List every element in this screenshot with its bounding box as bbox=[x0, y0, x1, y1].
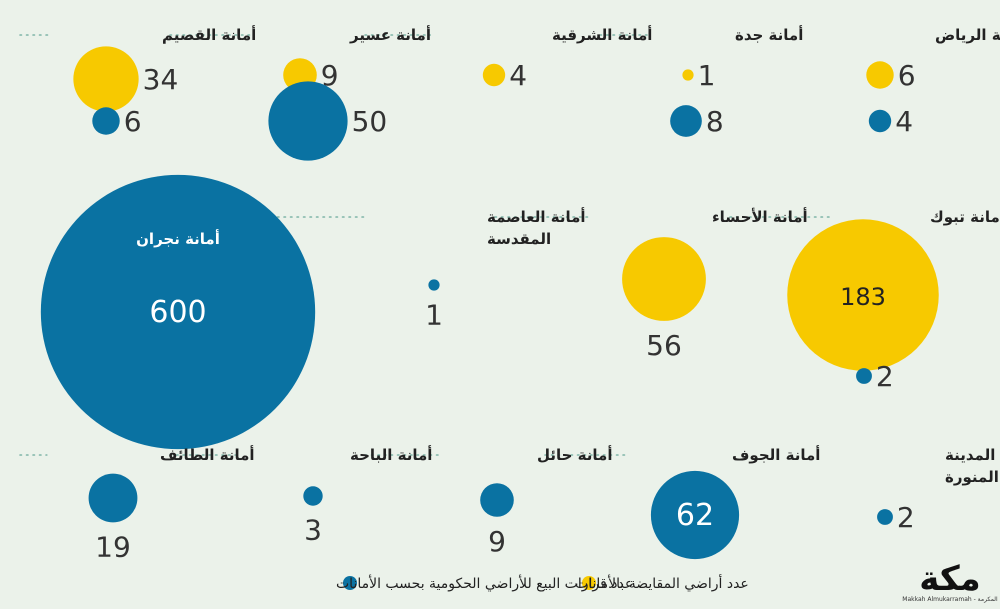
yellow-value-0: 6 bbox=[898, 59, 916, 92]
title-line: أمانة الأحساء bbox=[712, 207, 808, 226]
yellow-value-1: 1 bbox=[698, 59, 716, 92]
title-3: أمانة عسير bbox=[349, 25, 431, 44]
title-5: أمانة تبوك bbox=[930, 207, 1000, 226]
title-line: أمانة تبوك bbox=[930, 207, 1000, 226]
legend-swatch-blue bbox=[343, 576, 357, 590]
yellow-value-6: 56 bbox=[646, 329, 682, 362]
blue-bubble-11 bbox=[480, 483, 514, 517]
blue-bubble-4 bbox=[92, 107, 120, 135]
title-11: أمانة حائل bbox=[537, 445, 612, 464]
legend: عدد أراضي المقايضة بالأمانات عدد قرارات … bbox=[336, 574, 749, 592]
blue-bubble-12 bbox=[303, 486, 323, 506]
blue-value-5: 2 bbox=[876, 360, 894, 393]
blue-value-8: 600 bbox=[149, 295, 206, 330]
blue-bubble-7 bbox=[428, 279, 440, 291]
blue-value-0: 4 bbox=[895, 105, 913, 138]
title-2: أمانة الشرقية bbox=[552, 25, 652, 44]
title-1: أمانة جدة bbox=[735, 25, 803, 44]
title-line: أمانة الطائف bbox=[160, 445, 255, 464]
title-line: المنورة bbox=[945, 468, 999, 486]
title-line: أمانة جدة bbox=[735, 25, 803, 44]
title-8: أمانة نجران bbox=[136, 229, 220, 248]
blue-value-9: 2 bbox=[897, 501, 915, 534]
yellow-value-2: 4 bbox=[509, 59, 527, 92]
yellow-bubble-4 bbox=[73, 46, 139, 112]
blue-value-4: 6 bbox=[124, 105, 142, 138]
title-line: أمانة القصيم bbox=[162, 25, 256, 44]
yellow-value-3: 9 bbox=[321, 59, 339, 92]
title-line: أمانة الشرقية bbox=[552, 25, 652, 44]
blue-bubble-8 bbox=[40, 174, 316, 450]
title-10: أمانة الجوف bbox=[732, 445, 820, 464]
title-4: أمانة القصيم bbox=[162, 25, 256, 44]
title-12: أمانة الباحة bbox=[350, 445, 432, 464]
title-line: أمانة العاصمة bbox=[487, 207, 586, 226]
title-9: أمانة المدينة المنورة bbox=[945, 445, 1000, 486]
blue-bubble-0 bbox=[868, 109, 892, 133]
logo-text: مكة bbox=[919, 559, 980, 599]
blue-bubble-3 bbox=[268, 81, 348, 161]
title-line: أمانة الباحة bbox=[350, 445, 432, 464]
blue-value-11: 9 bbox=[488, 525, 506, 558]
title-line: أمانة المدينة bbox=[945, 445, 1000, 464]
title-line: المقدسة bbox=[487, 230, 551, 248]
yellow-bubble-5 bbox=[787, 219, 939, 371]
title-line: أمانة حائل bbox=[537, 445, 612, 464]
title-0: أمانة الرياض bbox=[935, 25, 1000, 44]
legend-label-blue: عدد قرارات البيع للأراضي الحكومية بحسب ا… bbox=[336, 574, 633, 592]
blue-value-3: 50 bbox=[352, 105, 388, 138]
title-7: أمانة العاصمة المقدسة bbox=[487, 207, 586, 248]
yellow-bubble-6 bbox=[622, 237, 706, 321]
chart-marks: أمانة الرياض 6 4 أمانة جدة 1 8 أمانة الشرقية 4 أ… bbox=[19, 25, 1000, 563]
blue-value-13: 19 bbox=[95, 530, 131, 563]
blue-bubble-10 bbox=[650, 470, 740, 560]
title-13: أمانة الطائف bbox=[160, 445, 255, 464]
yellow-bubble-0 bbox=[866, 61, 894, 89]
yellow-value-4: 34 bbox=[143, 63, 179, 96]
blue-value-7: 1 bbox=[425, 299, 443, 332]
blue-value-12: 3 bbox=[304, 514, 322, 547]
yellow-bubble-1 bbox=[682, 69, 694, 81]
blue-bubble-13 bbox=[88, 473, 138, 523]
legend-label-yellow: عدد أراضي المقايضة بالأمانات bbox=[575, 574, 749, 592]
blue-bubble-9 bbox=[877, 509, 893, 525]
title-line: أمانة الرياض bbox=[935, 25, 1000, 44]
yellow-bubble-2 bbox=[482, 63, 506, 87]
yellow-value-5: 183 bbox=[840, 283, 886, 311]
blue-value-1: 8 bbox=[706, 105, 724, 138]
title-line: أمانة عسير bbox=[349, 25, 431, 44]
blue-bubble-1 bbox=[670, 105, 702, 137]
blue-bubble-5 bbox=[856, 368, 872, 384]
blue-value-10: 62 bbox=[676, 498, 714, 533]
legend-swatch-yellow bbox=[582, 576, 596, 590]
title-6: أمانة الأحساء bbox=[712, 207, 808, 226]
logo: مكة Makkah Almukarramah - المكرمة bbox=[902, 559, 998, 603]
logo-subtitle: Makkah Almukarramah - المكرمة bbox=[902, 596, 998, 603]
title-line: أمانة الجوف bbox=[732, 445, 820, 464]
